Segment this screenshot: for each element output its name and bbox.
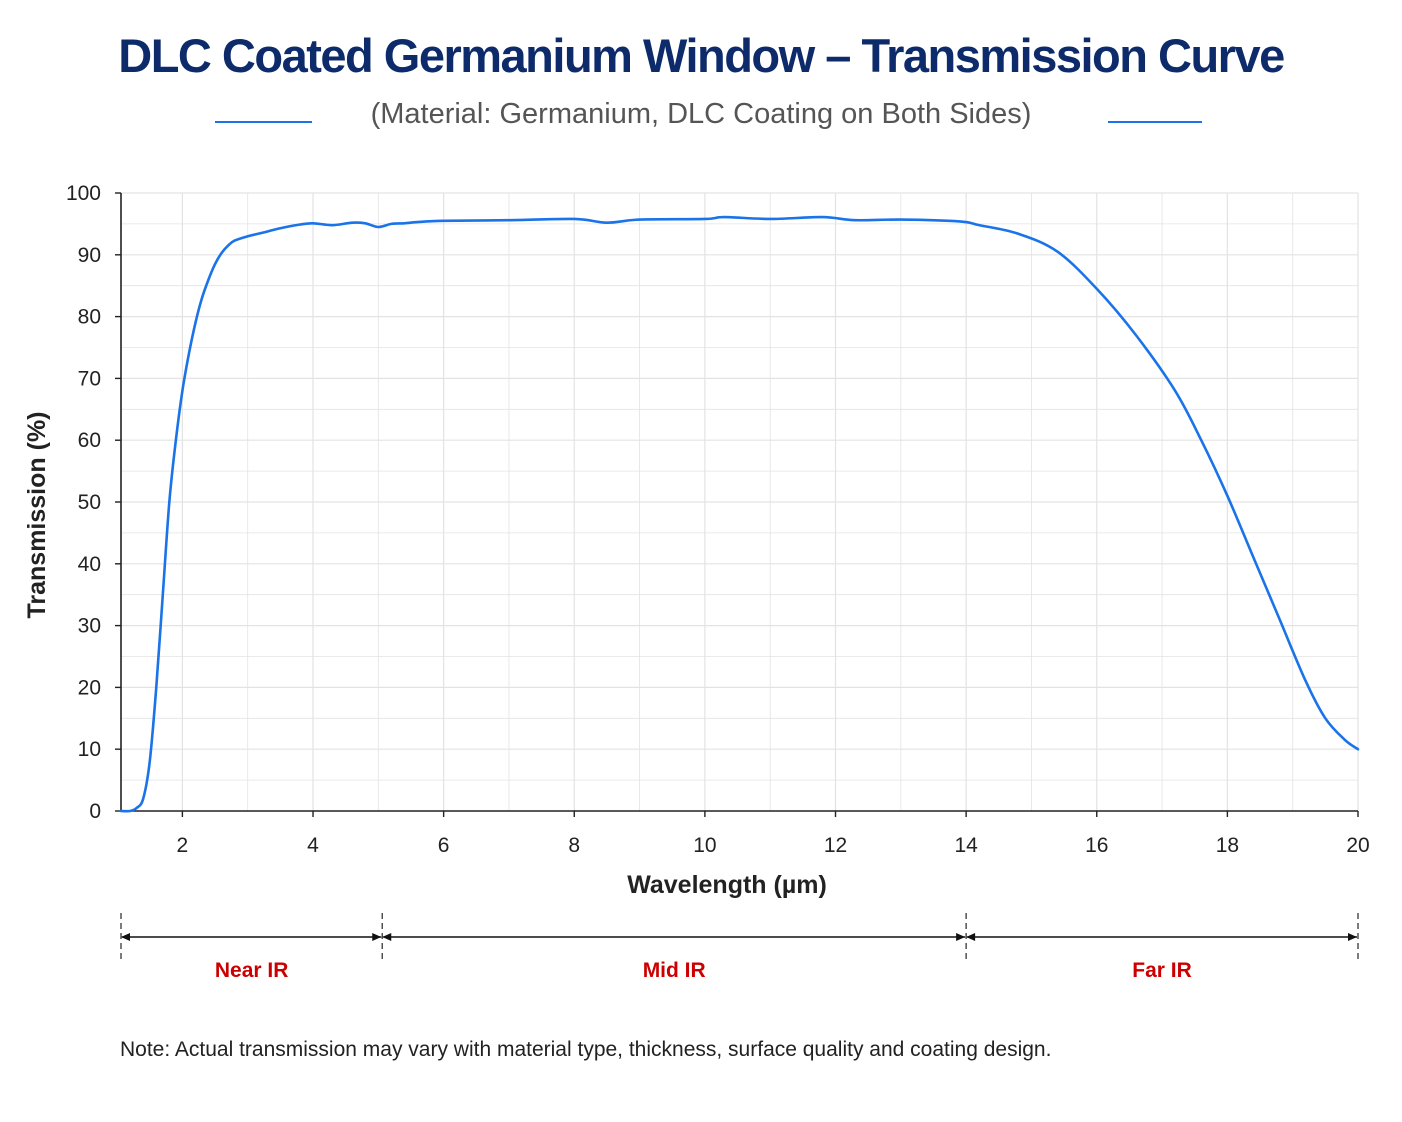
y-tick-label: 30 — [78, 615, 101, 638]
footnote: Note: Actual transmission may vary with … — [120, 1038, 1052, 1061]
region-label: Far IR — [1132, 959, 1192, 982]
x-tick-label: 20 — [1346, 834, 1369, 857]
axes — [115, 192, 1359, 817]
chart-subtitle: (Material: Germanium, DLC Coating on Bot… — [370, 98, 1032, 130]
y-tick-label: 70 — [78, 367, 101, 390]
y-tick-label: 20 — [78, 676, 101, 699]
x-tick-label: 18 — [1216, 834, 1239, 857]
y-axis-label: Transmission (%) — [23, 412, 51, 619]
tick-labels: 2 4 6 8 10 12 14 16 18 20 0 10 20 30 40 50 60 70 80 90 100 — [66, 182, 1370, 857]
x-tick-label: 16 — [1085, 834, 1108, 857]
x-tick-label: 8 — [568, 834, 580, 857]
x-tick-label: 4 — [307, 834, 319, 857]
y-tick-label: 60 — [78, 429, 101, 452]
subtitle-rule-right — [1108, 121, 1202, 123]
x-tick-label: 12 — [824, 834, 847, 857]
subtitle-row: (Material: Germanium, DLC Coating on Bot… — [0, 98, 1402, 142]
grid — [121, 192, 1359, 811]
x-tick-label: 10 — [693, 834, 716, 857]
subtitle-rule-left — [215, 121, 312, 123]
transmission-curve — [119, 215, 1360, 813]
y-tick-label: 40 — [78, 553, 101, 576]
y-tick-label: 100 — [66, 182, 101, 205]
y-tick-label: 90 — [78, 244, 101, 267]
x-axis-label: Wavelength (µm) — [627, 871, 827, 899]
x-tick-label: 14 — [954, 834, 978, 857]
region-label: Near IR — [215, 959, 289, 982]
y-tick-label: 10 — [78, 738, 101, 761]
x-tick-label: 2 — [177, 834, 189, 857]
y-tick-label: 80 — [78, 306, 101, 329]
y-tick-label: 50 — [78, 491, 101, 514]
x-tick-label: 6 — [438, 834, 450, 857]
region-label: Mid IR — [643, 959, 706, 982]
wavelength-regions: Near IR Mid IR Far IR — [120, 913, 1359, 982]
transmission-chart: 2 4 6 8 10 12 14 16 18 20 0 10 20 30 40 50 60 70 80 90 100 W… — [23, 182, 1370, 982]
y-tick-label: 0 — [89, 800, 101, 823]
chart-title: DLC Coated Germanium Window – Transmissi… — [118, 29, 1285, 82]
